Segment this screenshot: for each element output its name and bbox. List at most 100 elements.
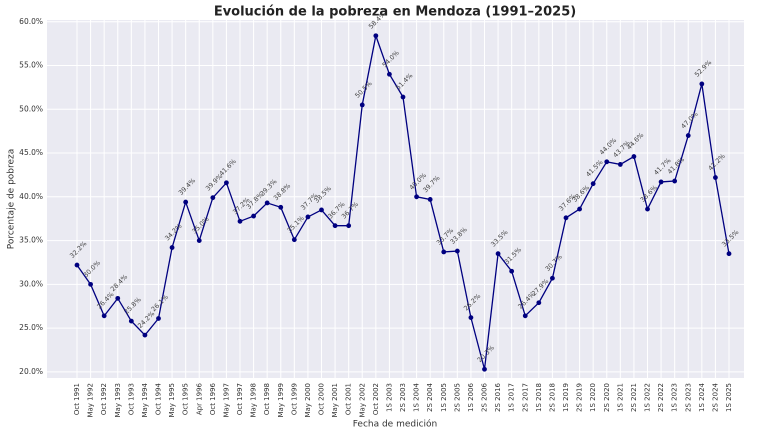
- x-tick-label: May 1998: [250, 383, 258, 418]
- marker: [88, 281, 93, 287]
- y-tick-label: 20.0%: [19, 367, 43, 376]
- x-tick-label: Oct 1997: [236, 383, 244, 415]
- marker: [183, 199, 189, 205]
- y-axis-label: Porcentaje de pobreza: [7, 149, 17, 250]
- marker: [128, 318, 134, 324]
- y-tick-label: 30.0%: [19, 279, 43, 288]
- x-tick-label: May 1993: [114, 383, 122, 418]
- marker: [441, 249, 447, 255]
- marker: [346, 223, 352, 229]
- marker: [522, 313, 528, 319]
- marker: [278, 204, 284, 210]
- marker: [509, 268, 515, 274]
- marker: [359, 102, 365, 108]
- x-tick-label: 2S 2020: [603, 383, 611, 412]
- marker: [427, 197, 433, 202]
- marker: [196, 238, 202, 243]
- x-tick-label: Oct 1991: [73, 383, 81, 415]
- x-tick-label: 2S 2006: [481, 382, 489, 411]
- x-tick-label: May 1995: [168, 383, 176, 418]
- marker: [156, 316, 161, 321]
- x-tick-label: 2S 2005: [453, 383, 461, 412]
- marker: [685, 133, 691, 138]
- x-tick-label: 1S 2004: [413, 382, 421, 411]
- x-tick-label: May 2002: [358, 383, 366, 418]
- y-tick-label: 35.0%: [19, 236, 43, 245]
- x-tick-label: Oct 2000: [318, 383, 326, 415]
- marker: [645, 206, 650, 212]
- marker: [726, 251, 732, 257]
- x-tick-label: 1S 2003: [385, 383, 393, 412]
- y-tick-label: 45.0%: [19, 148, 43, 157]
- marker: [495, 251, 501, 257]
- x-tick-label: 1S 2005: [440, 383, 448, 412]
- x-tick-label: 1S 2024: [698, 382, 706, 411]
- marker: [305, 214, 311, 220]
- y-tick-label: 50.0%: [19, 104, 43, 113]
- x-tick-label: 2S 2022: [657, 383, 665, 412]
- marker: [142, 332, 148, 338]
- marker: [101, 313, 107, 319]
- y-tick-label: 25.0%: [19, 323, 43, 332]
- marker: [237, 218, 243, 224]
- marker: [577, 206, 582, 212]
- x-tick-label: May 1997: [222, 383, 230, 418]
- x-tick-label: Oct 1994: [155, 382, 163, 415]
- x-tick-label: Oct 1993: [127, 383, 135, 415]
- x-tick-label: Oct 1992: [100, 383, 108, 415]
- marker: [604, 159, 610, 165]
- marker: [414, 194, 419, 200]
- marker: [74, 262, 80, 268]
- x-tick-label: 2S 2003: [399, 383, 407, 412]
- marker: [468, 315, 474, 321]
- x-tick-label: Oct 1995: [182, 383, 190, 415]
- y-tick-label: 40.0%: [19, 192, 43, 201]
- x-tick-label: Oct 1999: [290, 383, 298, 415]
- x-tick-label: May 1994: [141, 382, 149, 417]
- marker: [319, 207, 324, 213]
- marker: [590, 181, 596, 187]
- x-tick-label: 1S 2017: [508, 383, 516, 412]
- marker: [631, 154, 637, 159]
- marker: [672, 178, 678, 184]
- marker: [563, 215, 569, 221]
- x-tick-label: Oct 1996: [209, 382, 217, 415]
- x-tick-label: May 2000: [304, 383, 312, 418]
- marker: [387, 71, 392, 77]
- x-tick-label: 2S 2021: [630, 383, 638, 412]
- marker: [115, 295, 121, 301]
- x-tick-label: 1S 2025: [725, 383, 733, 412]
- x-tick-label: 1S 2018: [535, 383, 543, 412]
- marker: [332, 223, 338, 229]
- marker: [454, 248, 460, 254]
- x-tick-label: Apr 1996: [195, 382, 203, 415]
- x-tick-label: May 1999: [277, 383, 285, 418]
- y-tick-label: 60.0%: [19, 17, 43, 26]
- x-tick-label: 1S 2020: [589, 383, 597, 412]
- marker: [210, 195, 216, 201]
- x-tick-label: 2S 2017: [521, 383, 529, 412]
- x-tick-label: 1S 2022: [644, 383, 652, 412]
- x-tick-label: May 2001: [331, 383, 339, 418]
- marker: [251, 213, 256, 219]
- x-tick-label: 2S 2019: [576, 383, 584, 412]
- x-tick-label: May 1992: [87, 383, 95, 418]
- x-tick-label: Oct 2002: [372, 383, 380, 415]
- x-tick-label: 1S 2023: [671, 383, 679, 412]
- x-tick-label: 2S 2004: [426, 382, 434, 411]
- marker: [482, 366, 487, 372]
- marker: [291, 237, 297, 243]
- x-tick-label: 1S 2021: [616, 383, 624, 412]
- marker: [400, 94, 406, 100]
- marker: [224, 180, 229, 186]
- x-tick-label: 1S 2019: [562, 383, 570, 412]
- marker: [264, 200, 270, 206]
- chart-title: Evolución de la pobreza en Mendoza (1991…: [214, 5, 576, 20]
- x-tick-label: 2S 2023: [684, 383, 692, 412]
- x-tick-label: Oct 1998: [263, 383, 271, 415]
- marker: [550, 275, 555, 281]
- marker: [373, 33, 379, 39]
- marker: [658, 179, 664, 185]
- x-axis-label: Fecha de medición: [353, 419, 438, 430]
